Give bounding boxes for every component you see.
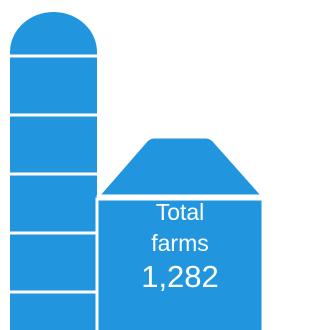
silo <box>8 12 99 330</box>
silo-body <box>10 12 97 330</box>
barn: Total farms 1,282 <box>97 137 263 330</box>
label-line: farms <box>151 230 209 256</box>
barn-roof <box>98 137 263 196</box>
label-line: Total <box>156 199 205 225</box>
total-value: 1,282 <box>141 259 219 294</box>
infographic: Total farms 1,282 <box>0 0 272 330</box>
